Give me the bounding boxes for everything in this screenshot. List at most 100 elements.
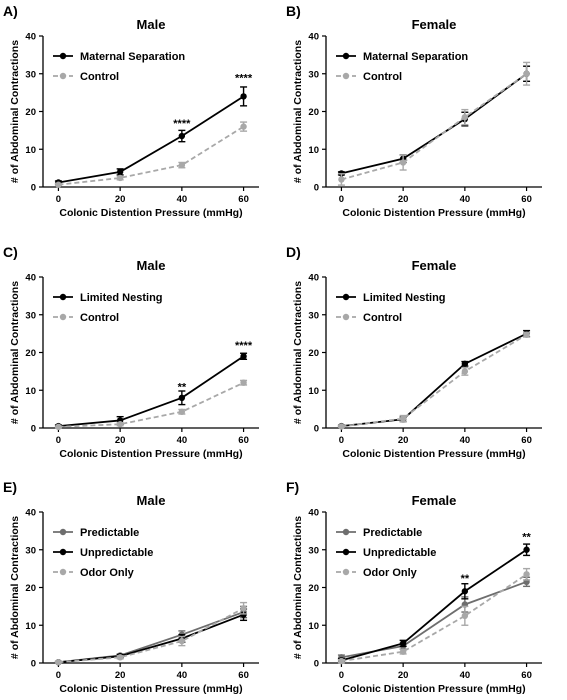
- chart-panel-2: B) Female 0 10 20 30 40 0 20 40 60 Colonic Distenti…: [286, 3, 542, 219]
- y-tick-label: 0: [31, 183, 36, 194]
- data-point: [338, 657, 345, 665]
- series-line: [58, 613, 244, 664]
- x-tick-label: 40: [460, 670, 471, 681]
- series-line: [58, 95, 245, 184]
- x-tick-label: 60: [238, 435, 249, 446]
- legend: Predictable Unpredictable Odor Only: [53, 527, 153, 579]
- significance-marker: **: [461, 573, 470, 585]
- data-point: [178, 132, 186, 140]
- y-tick-label: 20: [25, 107, 36, 118]
- chart-title: Male: [137, 258, 166, 273]
- chart-title: Male: [137, 493, 166, 508]
- series-line: [341, 573, 528, 663]
- data-point: [178, 408, 186, 415]
- data-point: [178, 394, 186, 401]
- legend-label: Odor Only: [363, 567, 418, 579]
- series-control: [54, 121, 248, 188]
- series-line: [58, 611, 244, 664]
- series-line: [341, 332, 527, 428]
- legend-label: Predictable: [80, 527, 139, 539]
- y-tick-label: 40: [25, 32, 36, 43]
- x-tick-label: 40: [177, 670, 188, 681]
- x-tick-label: 60: [521, 194, 532, 205]
- data-point: [178, 637, 186, 645]
- series-maternal-separation: [54, 86, 248, 186]
- data-point: [240, 605, 247, 612]
- legend-label: Maternal Separation: [80, 51, 185, 63]
- series-line: [58, 355, 245, 428]
- legend-label: Control: [363, 71, 402, 83]
- legend: Limited Nesting Control: [53, 292, 163, 324]
- data-point: [461, 368, 469, 375]
- data-point: [116, 168, 124, 176]
- data-point: [178, 161, 186, 169]
- y-tick-label: 0: [31, 424, 36, 435]
- x-tick-label: 60: [521, 670, 532, 681]
- series-limited-nesting: [337, 329, 531, 430]
- x-tick-label: 40: [177, 194, 188, 205]
- chart-panel-6: F) Female 0 10 20 30 40 0 20 40 60 Colonic Distenti…: [286, 479, 542, 695]
- x-axis-label: Colonic Distention Pressure (mmHg): [59, 448, 242, 460]
- x-tick-label: 40: [177, 435, 188, 446]
- series-unpredictable: [337, 543, 531, 664]
- chart-panel-3: C) Male 0 10 20 30 40 0 20 40 60 Colonic Distention…: [3, 244, 259, 460]
- data-point: [461, 113, 469, 121]
- x-tick-label: 20: [398, 194, 409, 205]
- legend: Maternal Separation Control: [53, 51, 185, 83]
- x-tick-label: 20: [115, 670, 126, 681]
- y-tick-label: 10: [308, 145, 319, 156]
- panel-letter: C): [3, 244, 18, 260]
- y-tick-label: 30: [25, 69, 36, 80]
- legend-swatch-marker: [59, 528, 67, 536]
- data-point: [55, 423, 62, 431]
- legend-label: Control: [363, 312, 402, 324]
- data-point: [116, 174, 124, 182]
- series-line: [58, 607, 244, 664]
- series-line: [341, 73, 528, 181]
- data-point: [116, 421, 124, 428]
- chart-title: Female: [412, 258, 457, 273]
- y-tick-label: 40: [308, 32, 319, 43]
- legend: Predictable Unpredictable Odor Only: [336, 527, 436, 579]
- y-tick-label: 40: [25, 273, 36, 284]
- legend-swatch-marker: [342, 52, 350, 60]
- y-axis-label: # of Abdominal Contractions: [9, 40, 21, 183]
- series-control: [54, 379, 248, 431]
- data-point: [461, 612, 469, 620]
- data-point: [523, 571, 530, 578]
- y-tick-label: 0: [314, 183, 319, 194]
- y-tick-label: 40: [308, 508, 319, 519]
- x-tick-label: 20: [115, 194, 126, 205]
- x-tick-label: 60: [521, 435, 532, 446]
- y-tick-label: 40: [308, 273, 319, 284]
- data-point: [399, 640, 407, 647]
- y-tick-label: 0: [314, 424, 319, 435]
- data-point: [338, 176, 345, 183]
- x-tick-label: 20: [398, 435, 409, 446]
- series-predictable: [337, 576, 531, 661]
- series-line: [341, 333, 528, 428]
- x-tick-label: 20: [115, 435, 126, 446]
- x-tick-label: 0: [339, 435, 344, 446]
- x-tick-label: 60: [238, 194, 249, 205]
- data-point: [523, 70, 530, 77]
- y-tick-label: 20: [25, 348, 36, 359]
- series-line: [58, 381, 244, 428]
- legend-label: Odor Only: [80, 567, 135, 579]
- x-tick-label: 40: [460, 194, 471, 205]
- data-point: [240, 353, 247, 360]
- panel-letter: D): [286, 244, 301, 260]
- series-unpredictable: [54, 608, 248, 666]
- x-axis-label: Colonic Distention Pressure (mmHg): [342, 683, 525, 695]
- series-line: [341, 73, 528, 175]
- data-point: [338, 423, 345, 430]
- y-tick-label: 0: [314, 659, 319, 670]
- x-tick-label: 0: [339, 670, 344, 681]
- legend: Limited Nesting Control: [336, 292, 446, 324]
- legend-label: Limited Nesting: [363, 292, 446, 304]
- series-control: [337, 331, 531, 430]
- chart-title: Female: [412, 493, 457, 508]
- y-tick-label: 40: [25, 508, 36, 519]
- x-tick-label: 0: [56, 194, 61, 205]
- significance-marker: ****: [235, 340, 253, 352]
